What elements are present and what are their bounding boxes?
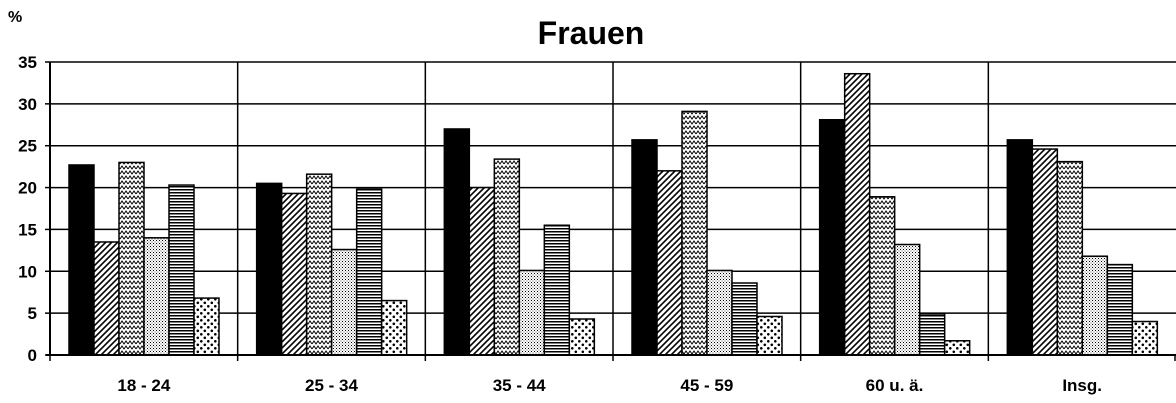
bar — [380, 299, 408, 356]
bar — [943, 340, 971, 356]
y-tick-label: 15 — [18, 220, 37, 239]
y-tick-label: 20 — [18, 179, 37, 198]
bar — [143, 237, 170, 356]
bar — [918, 313, 946, 356]
bar — [68, 164, 95, 356]
axes: 0 5 10 15 20 25 30 35 18 - 24 25 - 34 35 - 44 45 - … — [18, 53, 1176, 395]
bar — [468, 186, 496, 356]
bar — [818, 119, 846, 356]
bar — [1131, 320, 1159, 356]
bars — [68, 72, 1159, 356]
bar — [518, 269, 546, 356]
chart-title: Frauen — [538, 15, 645, 51]
bar — [568, 318, 596, 356]
bar — [193, 297, 220, 356]
grid — [50, 61, 1176, 355]
bar — [756, 315, 783, 356]
y-tick-label: 10 — [18, 262, 37, 281]
bar — [280, 192, 308, 356]
bar — [330, 248, 358, 356]
x-tick-label: 25 - 34 — [305, 376, 358, 395]
bar — [355, 188, 383, 356]
x-tick-label: 60 u. ä. — [866, 376, 924, 395]
bar — [706, 269, 733, 356]
bar — [255, 182, 283, 356]
y-tick-label: 25 — [18, 137, 37, 156]
bar — [93, 241, 120, 356]
bar — [1081, 255, 1109, 356]
y-tick-label: 35 — [18, 53, 37, 72]
x-tick-label: 18 - 24 — [117, 376, 170, 395]
bar — [843, 72, 871, 356]
bar — [118, 161, 145, 356]
y-tick-label: 30 — [18, 95, 37, 114]
y-tick-label: 5 — [28, 304, 37, 323]
x-tick-label: Insg. — [1062, 376, 1102, 395]
bar — [1031, 148, 1059, 356]
bar — [631, 139, 658, 356]
bar — [731, 282, 758, 356]
bar — [305, 173, 333, 356]
y-axis-label: % — [8, 9, 22, 26]
x-tick-label: 45 - 59 — [680, 376, 733, 395]
bar — [443, 128, 471, 356]
bar — [543, 224, 571, 356]
bar — [656, 170, 683, 356]
bar — [868, 196, 896, 356]
y-tick-label: 0 — [28, 346, 37, 365]
bar — [1006, 139, 1034, 356]
bar — [681, 110, 708, 356]
bar — [1056, 160, 1084, 356]
bar — [893, 243, 921, 356]
x-tick-label: 35 - 44 — [493, 376, 546, 395]
bar — [1106, 263, 1134, 356]
bar — [168, 184, 195, 356]
bar — [493, 158, 521, 356]
